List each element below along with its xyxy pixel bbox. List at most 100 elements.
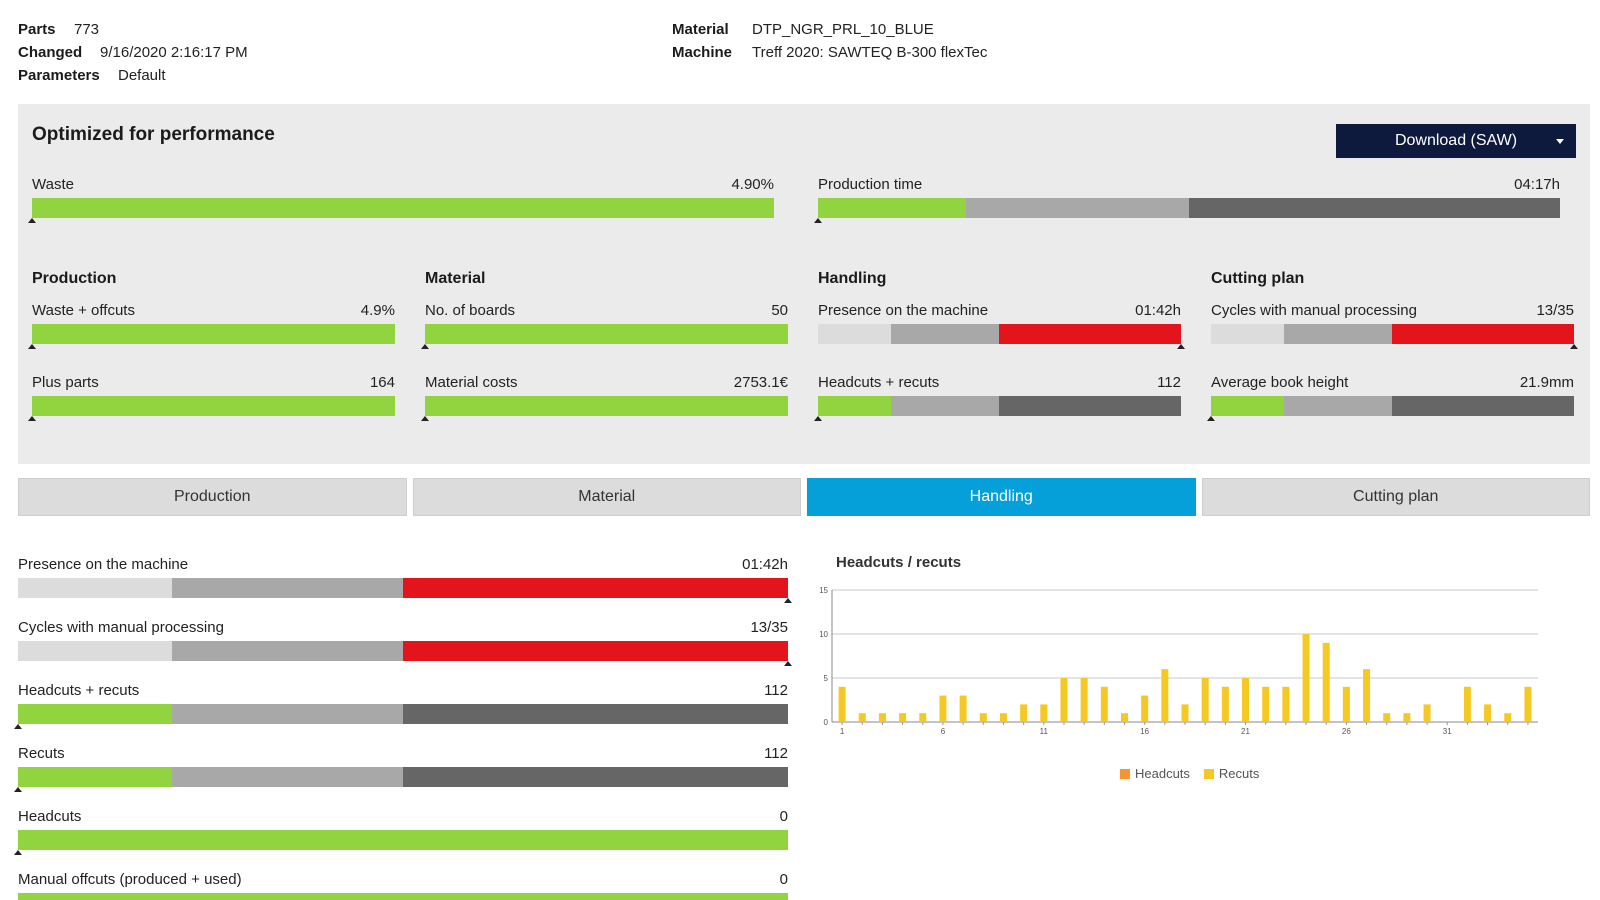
bar-recuts	[1242, 678, 1250, 722]
bar-recuts	[1403, 713, 1411, 722]
detail-headcuts-recuts-label: Headcuts + recuts	[18, 682, 140, 699]
presence-bar	[818, 324, 1181, 344]
production-time-value: 04:17h	[1514, 176, 1560, 193]
bar-recuts	[878, 713, 886, 722]
bar-recuts	[1383, 713, 1391, 722]
cycles-label: Cycles with manual processing	[1211, 302, 1417, 319]
legend-headcuts[interactable]: Headcuts	[1120, 766, 1190, 781]
boards-value: 50	[771, 302, 788, 319]
book-height-bar	[1211, 396, 1574, 416]
tab-bar: Production Material Handling Cutting pla…	[18, 478, 1590, 516]
x-tick-label: 6	[941, 727, 946, 736]
book-height-metric: Average book height 21.9mm	[1207, 374, 1574, 422]
detail-recuts: Recuts 112	[14, 745, 788, 793]
plus-parts-value: 164	[369, 374, 395, 391]
marker-icon	[784, 598, 792, 603]
tab-material[interactable]: Material	[412, 478, 801, 516]
bar-recuts	[919, 713, 927, 722]
headcuts-recuts-label: Headcuts + recuts	[818, 374, 940, 391]
waste-offcuts-bar	[32, 324, 395, 344]
x-tick-label: 26	[1342, 727, 1351, 736]
material-costs-metric: Material costs 2753.1€	[421, 374, 788, 422]
bar-recuts	[1141, 695, 1149, 722]
parts-row: Parts 773	[18, 18, 248, 41]
parameters-label: Parameters	[18, 67, 100, 84]
detail-cycles-bar	[18, 641, 788, 661]
parts-value: 773	[74, 21, 100, 38]
changed-label: Changed	[18, 44, 83, 61]
caret-down-icon[interactable]	[1556, 139, 1564, 144]
bar-recuts	[1484, 704, 1492, 722]
legend-swatch	[1203, 768, 1214, 779]
legend-recuts[interactable]: Recuts	[1203, 766, 1259, 781]
waste-offcuts-value: 4.9%	[360, 302, 395, 319]
y-tick-label: 15	[820, 586, 829, 595]
chart-legend: Headcuts Recuts	[1120, 766, 1259, 781]
marker-icon	[1570, 344, 1578, 349]
tab-cutting-plan[interactable]: Cutting plan	[1201, 478, 1590, 516]
headcuts-recuts-metric: Headcuts + recuts 112	[814, 374, 1181, 422]
marker-icon	[28, 416, 36, 421]
detail-recuts-value: 112	[764, 745, 788, 762]
tab-handling[interactable]: Handling	[807, 478, 1196, 516]
bar-recuts	[1080, 678, 1088, 722]
handling-details: Presence on the machine 01:42h Cycles wit…	[14, 556, 792, 900]
y-tick-label: 5	[824, 674, 829, 683]
parts-label: Parts	[18, 21, 56, 38]
detail-presence: Presence on the machine 01:42h	[18, 556, 792, 604]
bar-recuts	[858, 713, 866, 722]
boards-label: No. of boards	[425, 302, 516, 319]
legend-swatch	[1120, 768, 1130, 779]
detail-headcuts-recuts-bar	[18, 704, 788, 724]
detail-headcuts-bar	[18, 830, 788, 850]
marker-icon	[14, 850, 22, 855]
parameters-row: Parameters Default	[18, 64, 248, 87]
bar-recuts	[1363, 669, 1371, 722]
marker-icon	[1207, 416, 1215, 421]
bar-recuts	[979, 713, 987, 722]
bar-recuts	[1262, 686, 1270, 722]
boards-bar	[425, 324, 788, 344]
detail-cycles: Cycles with manual processing 13/35	[18, 619, 792, 667]
summary-panel: Optimized for performance Download (SAW)…	[18, 104, 1590, 464]
job-info: Parts 773 Changed 9/16/2020 2:16:17 PM P…	[18, 18, 248, 87]
detail-cycles-value: 13/35	[750, 619, 788, 636]
bar-recuts	[1423, 704, 1431, 722]
detail-presence-label: Presence on the machine	[18, 556, 189, 573]
cycles-bar	[1211, 324, 1574, 344]
headcuts-recuts-bar	[818, 396, 1181, 416]
machine-value: Treff 2020: SAWTEQ B-300 flexTec	[752, 44, 988, 61]
bar-recuts	[1282, 686, 1290, 722]
download-saw-button[interactable]: Download (SAW)	[1336, 124, 1576, 158]
marker-icon	[28, 218, 36, 223]
bar-recuts	[939, 695, 947, 722]
presence-label: Presence on the machine	[818, 302, 989, 319]
bar-recuts	[1342, 686, 1350, 722]
material-value: DTP_NGR_PRL_10_BLUE	[752, 21, 934, 38]
material-costs-bar	[425, 396, 788, 416]
marker-icon	[814, 416, 822, 421]
x-tick-label: 21	[1241, 727, 1250, 736]
waste-metric: Waste 4.90%	[28, 176, 774, 224]
bar-recuts	[899, 713, 907, 722]
cycles-value: 13/35	[1536, 302, 1574, 319]
tab-production[interactable]: Production	[18, 478, 407, 516]
bar-recuts	[1020, 704, 1028, 722]
plus-parts-bar	[32, 396, 395, 416]
bar-recuts	[1201, 678, 1209, 722]
machine-label: Machine	[672, 44, 733, 61]
production-time-label: Production time	[818, 176, 923, 193]
material-info: Material DTP_NGR_PRL_10_BLUE Machine Tre…	[672, 18, 987, 64]
bar-recuts	[999, 713, 1007, 722]
waste-value: 4.90%	[731, 176, 774, 193]
bar-recuts	[959, 695, 967, 722]
detail-manual-offcuts: Manual offcuts (produced + used) 0	[18, 871, 788, 900]
presence-metric: Presence on the machine 01:42h	[818, 302, 1185, 350]
y-tick-label: 0	[824, 718, 829, 727]
detail-headcuts-label: Headcuts	[18, 808, 82, 825]
download-label: Download (SAW)	[1394, 132, 1518, 149]
cycles-metric: Cycles with manual processing 13/35	[1211, 302, 1578, 350]
marker-icon	[421, 344, 429, 349]
marker-icon	[28, 344, 36, 349]
